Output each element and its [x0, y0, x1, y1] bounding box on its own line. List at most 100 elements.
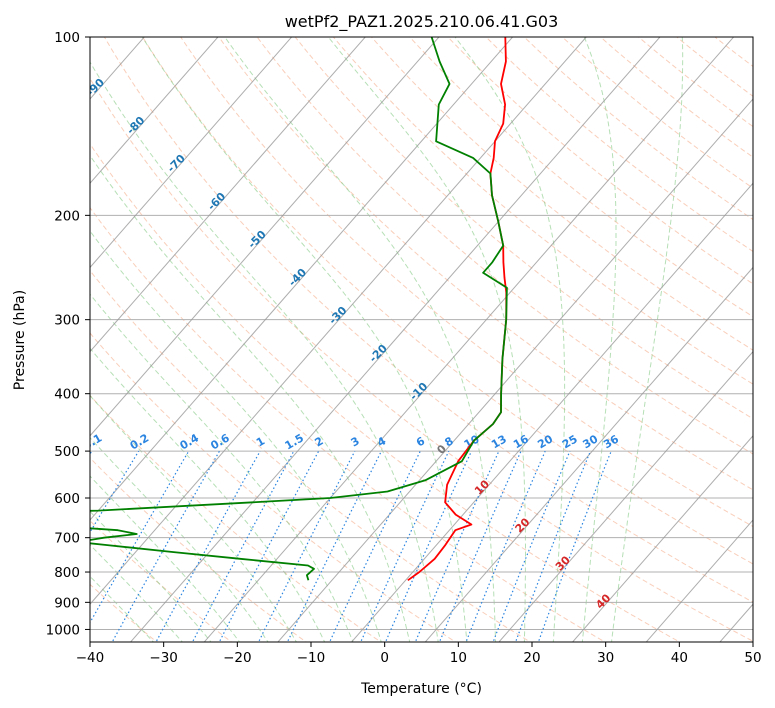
mixing-ratio-label: 4	[375, 434, 388, 449]
mixing-ratio-line	[514, 450, 591, 642]
mixing-ratio-label: 30	[580, 432, 600, 451]
isotherm-gridline	[645, 519, 753, 642]
isotherm-gridline	[90, 37, 440, 437]
dry-adiabat	[294, 37, 753, 420]
isotherm-label: -20	[367, 342, 390, 365]
y-tick-label: 400	[54, 387, 80, 403]
y-tick-label: 800	[54, 565, 80, 581]
x-tick-label: 50	[744, 650, 761, 666]
dewpoint-profile	[90, 37, 508, 581]
isotherm-gridline	[424, 266, 753, 642]
y-tick-label: 1000	[46, 622, 80, 638]
y-tick-label: 200	[54, 208, 80, 224]
x-tick-label: −30	[149, 650, 178, 666]
mixing-ratio-label: 0.4	[178, 431, 202, 452]
isotherm-gridline	[90, 37, 587, 605]
isotherm-gridline	[350, 182, 753, 642]
dry-adiabat	[142, 37, 753, 565]
dry-adiabat	[752, 37, 753, 38]
dry-adiabat	[256, 37, 753, 455]
dry-adiabat	[409, 37, 753, 318]
mixing-ratio-line	[90, 450, 140, 534]
mixing-ratio-line	[191, 450, 295, 642]
isotherm-gridline	[90, 37, 219, 184]
dry-adiabat	[218, 37, 753, 491]
x-tick-label: 0	[380, 650, 389, 666]
isotherm-label: -40	[286, 266, 309, 289]
chart-title: wetPf2_PAZ1.2025.210.06.41.G03	[285, 12, 559, 32]
y-tick-label: 100	[54, 30, 80, 46]
y-tick-label: 900	[54, 595, 80, 611]
mixing-ratio-line	[90, 450, 93, 456]
mixing-ratio-line	[155, 450, 261, 642]
moist-adiabat	[224, 37, 497, 642]
isotherm-label: 40	[593, 591, 613, 611]
isotherm-gridline	[90, 37, 293, 269]
y-tick-label: 500	[54, 444, 80, 460]
mixing-ratio-line	[286, 450, 382, 642]
isotherm-label: 10	[472, 477, 492, 497]
moist-adiabat	[90, 394, 297, 642]
x-axis-label: Temperature (°C)	[360, 681, 482, 697]
isotherm-label: -30	[326, 304, 349, 327]
isotherm-label: 20	[513, 515, 533, 535]
mixing-ratio-label: 1.5	[283, 431, 306, 452]
isotherm-label: -80	[124, 114, 147, 137]
mixing-ratio-label: 36	[601, 432, 621, 451]
mixing-ratio-label: 6	[414, 434, 427, 449]
dry-adiabat	[447, 37, 753, 285]
mixing-ratio-line	[465, 450, 546, 642]
dry-adiabat	[561, 37, 753, 189]
mixing-ratio-line	[360, 450, 450, 642]
dry-adiabat	[90, 457, 308, 642]
mixing-ratio-line	[537, 450, 612, 642]
moist-adiabat	[90, 154, 411, 642]
dry-adiabat	[370, 37, 753, 351]
x-tick-label: −10	[297, 650, 326, 666]
dry-adiabat	[103, 37, 753, 603]
x-tick-label: 40	[671, 650, 688, 666]
mixing-ratio-label: 13	[489, 432, 509, 451]
dry-adiabat	[637, 37, 753, 128]
moist-adiabat	[611, 37, 684, 642]
dry-adiabat	[332, 37, 753, 385]
isotherm-gridline	[498, 350, 753, 642]
mixing-ratio-line	[329, 450, 421, 642]
x-tick-label: 10	[450, 650, 467, 666]
dry-adiabat	[523, 37, 753, 221]
plot-frame	[89, 36, 754, 643]
isotherm-label: 30	[553, 553, 573, 573]
isotherm-gridline	[90, 37, 514, 521]
dry-adiabat	[676, 37, 753, 97]
mixing-ratio-label: 0.2	[128, 431, 151, 452]
x-tick-label: 20	[523, 650, 540, 666]
isotherm-label: -60	[205, 190, 228, 213]
mixing-ratio-label: 2	[313, 434, 326, 449]
x-tick-label: −40	[76, 650, 105, 666]
isotherm-gridline	[277, 98, 753, 642]
x-tick-label: −20	[223, 650, 252, 666]
mixing-ratio-label: 1	[254, 434, 267, 449]
mixing-ratio-label: 16	[511, 432, 531, 451]
dry-adiabat	[90, 142, 681, 642]
x-tick-label: 30	[597, 650, 614, 666]
mixing-ratio-line	[384, 450, 473, 642]
moist-adiabat	[90, 347, 326, 642]
mixing-ratio-line	[492, 450, 571, 642]
dry-adiabat	[90, 520, 233, 642]
mixing-ratio-label: 25	[560, 432, 580, 451]
y-axis-label: Pressure (hPa)	[12, 290, 28, 390]
dry-adiabat	[90, 332, 457, 642]
isotherm-gridline	[571, 435, 753, 642]
mixing-ratio-line	[257, 450, 356, 642]
y-tick-label: 700	[54, 531, 80, 547]
mixing-ratio-label: 20	[535, 432, 555, 451]
isotherm-gridline	[90, 37, 366, 353]
isotherm-label: -10	[407, 380, 430, 403]
isotherm-label: -90	[84, 76, 107, 99]
moist-adiabat	[327, 37, 526, 642]
mixing-ratio-line	[218, 450, 320, 642]
dry-adiabat	[90, 269, 532, 642]
y-tick-label: 300	[54, 313, 80, 329]
